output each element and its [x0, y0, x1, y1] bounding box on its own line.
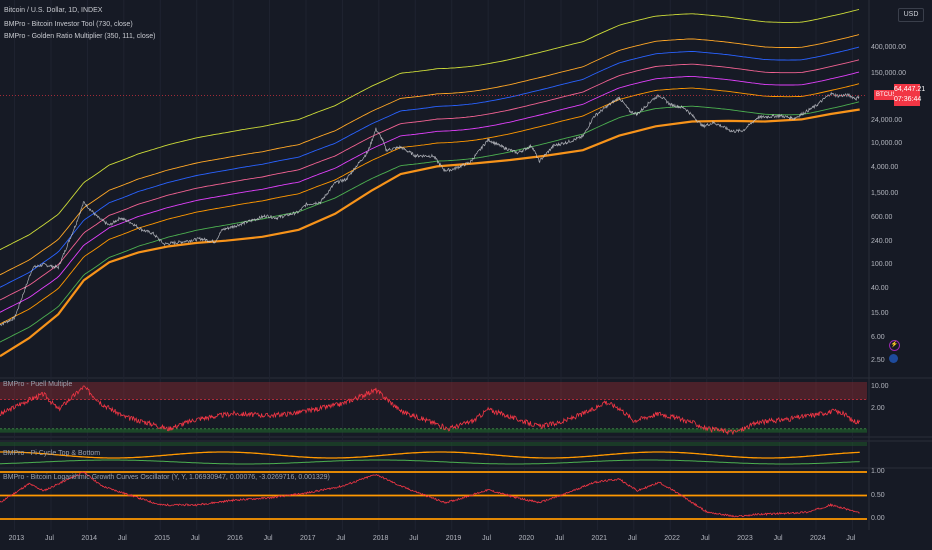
- puell-red-zone: [0, 382, 867, 400]
- x-axis-tick: 2018: [372, 535, 389, 542]
- y-axis-tick: 100.00: [871, 260, 893, 268]
- last-price: 64,447.21: [894, 86, 926, 93]
- x-axis-tick: Jul: [263, 535, 273, 542]
- x-axis-tick: Jul: [336, 535, 346, 542]
- pi-cycle-top-line: [0, 451, 860, 459]
- x-axis-tick: Jul: [45, 535, 54, 542]
- alert-marker-icon[interactable]: ⚡: [889, 340, 900, 351]
- x-axis-tick: 2022: [664, 535, 680, 542]
- y-axis-tick: 40.00: [871, 284, 889, 292]
- lgc-line: [0, 471, 860, 518]
- lgc-y-tick: 0.50: [871, 491, 885, 499]
- x-axis-tick: Jul: [190, 535, 200, 542]
- price-line: [0, 91, 860, 327]
- y-axis-tick: 600.00: [871, 213, 893, 221]
- x-axis-tick: 2020: [518, 535, 535, 542]
- x-axis-tick: Jul: [846, 535, 856, 542]
- y-axis-tick: 150,000.00: [871, 69, 907, 77]
- puell-pane-label[interactable]: BMPro - Puell Multiple: [3, 381, 73, 388]
- gr_band_4-line: [0, 59, 860, 301]
- gr_band_7-line: [0, 8, 860, 251]
- pi-cycle-band: [0, 442, 867, 446]
- gr_band_2-line: [0, 83, 860, 325]
- gr_band_1-line: [0, 101, 860, 343]
- y-axis-tick: 2.50: [871, 357, 885, 364]
- gr_band_6-line: [0, 34, 860, 276]
- lgc-y-tick: 0.00: [871, 515, 885, 522]
- indicator-golden-ratio-label[interactable]: BMPro - Golden Ratio Multiplier (350, 11…: [4, 33, 156, 40]
- gr_band_5-line: [0, 46, 860, 288]
- symbol-title: Bitcoin / U.S. Dollar, 1D, INDEX: [4, 7, 103, 14]
- symbol-badge: BTCUSD: [874, 90, 903, 100]
- x-axis-tick: Jul: [555, 535, 564, 542]
- x-axis-tick: 2021: [591, 535, 607, 542]
- y-axis-tick: 240.00: [871, 237, 893, 245]
- y-axis-tick: 6.00: [871, 334, 885, 342]
- gr_band_3-line: [0, 71, 860, 313]
- indicator-investor-tool-label[interactable]: BMPro - Bitcoin Investor Tool (730, clos…: [4, 21, 133, 28]
- x-axis-tick: 2017: [300, 535, 316, 542]
- x-axis-tick: 2014: [81, 535, 97, 542]
- bar-countdown: 07:36:44: [894, 96, 922, 103]
- event-marker-icon[interactable]: [889, 354, 898, 363]
- x-axis-tick: 2015: [154, 535, 170, 542]
- x-axis-tick: 2019: [445, 535, 462, 542]
- x-axis-tick: 2013: [8, 535, 25, 542]
- x-axis-tick: 2016: [227, 535, 243, 542]
- puell-y-tick: 2.00: [871, 405, 885, 413]
- y-axis-tick: 400,000.00: [871, 44, 907, 51]
- log-growth-pane-label[interactable]: BMPro - Bitcoin Logarithmic Growth Curve…: [3, 474, 330, 481]
- investor-tool-bottom-line: [0, 108, 860, 358]
- puell-y-tick: 10.00: [871, 382, 889, 390]
- pi-cycle-pane-label[interactable]: BMPro - Pi Cycle Top & Bottom: [3, 450, 101, 457]
- y-axis-tick: 15.00: [871, 310, 889, 318]
- pi-cycle-bottom-line: [0, 459, 860, 465]
- x-axis-tick: Jul: [627, 535, 637, 542]
- puell-line: [0, 385, 861, 436]
- x-axis-tick: Jul: [773, 535, 783, 542]
- x-axis-tick: Jul: [482, 535, 492, 542]
- x-axis-tick: Jul: [700, 535, 710, 542]
- puell-green-zone: [0, 428, 867, 433]
- currency-selector[interactable]: USD: [898, 8, 924, 22]
- y-axis-tick: 4,000.00: [871, 164, 899, 172]
- last-price-badge: 64,447.21 07:36:44: [894, 84, 926, 106]
- x-axis-tick: Jul: [409, 535, 419, 542]
- y-axis-tick: 24,000.00: [871, 117, 903, 125]
- x-axis-tick: Jul: [117, 535, 127, 542]
- lgc-y-tick: 1.00: [871, 468, 885, 475]
- y-axis-tick: 10,000.00: [871, 140, 903, 148]
- y-axis-tick: 1,500.00: [871, 189, 899, 197]
- x-axis-tick: 2024: [810, 535, 826, 542]
- x-axis-tick: 2023: [737, 535, 753, 542]
